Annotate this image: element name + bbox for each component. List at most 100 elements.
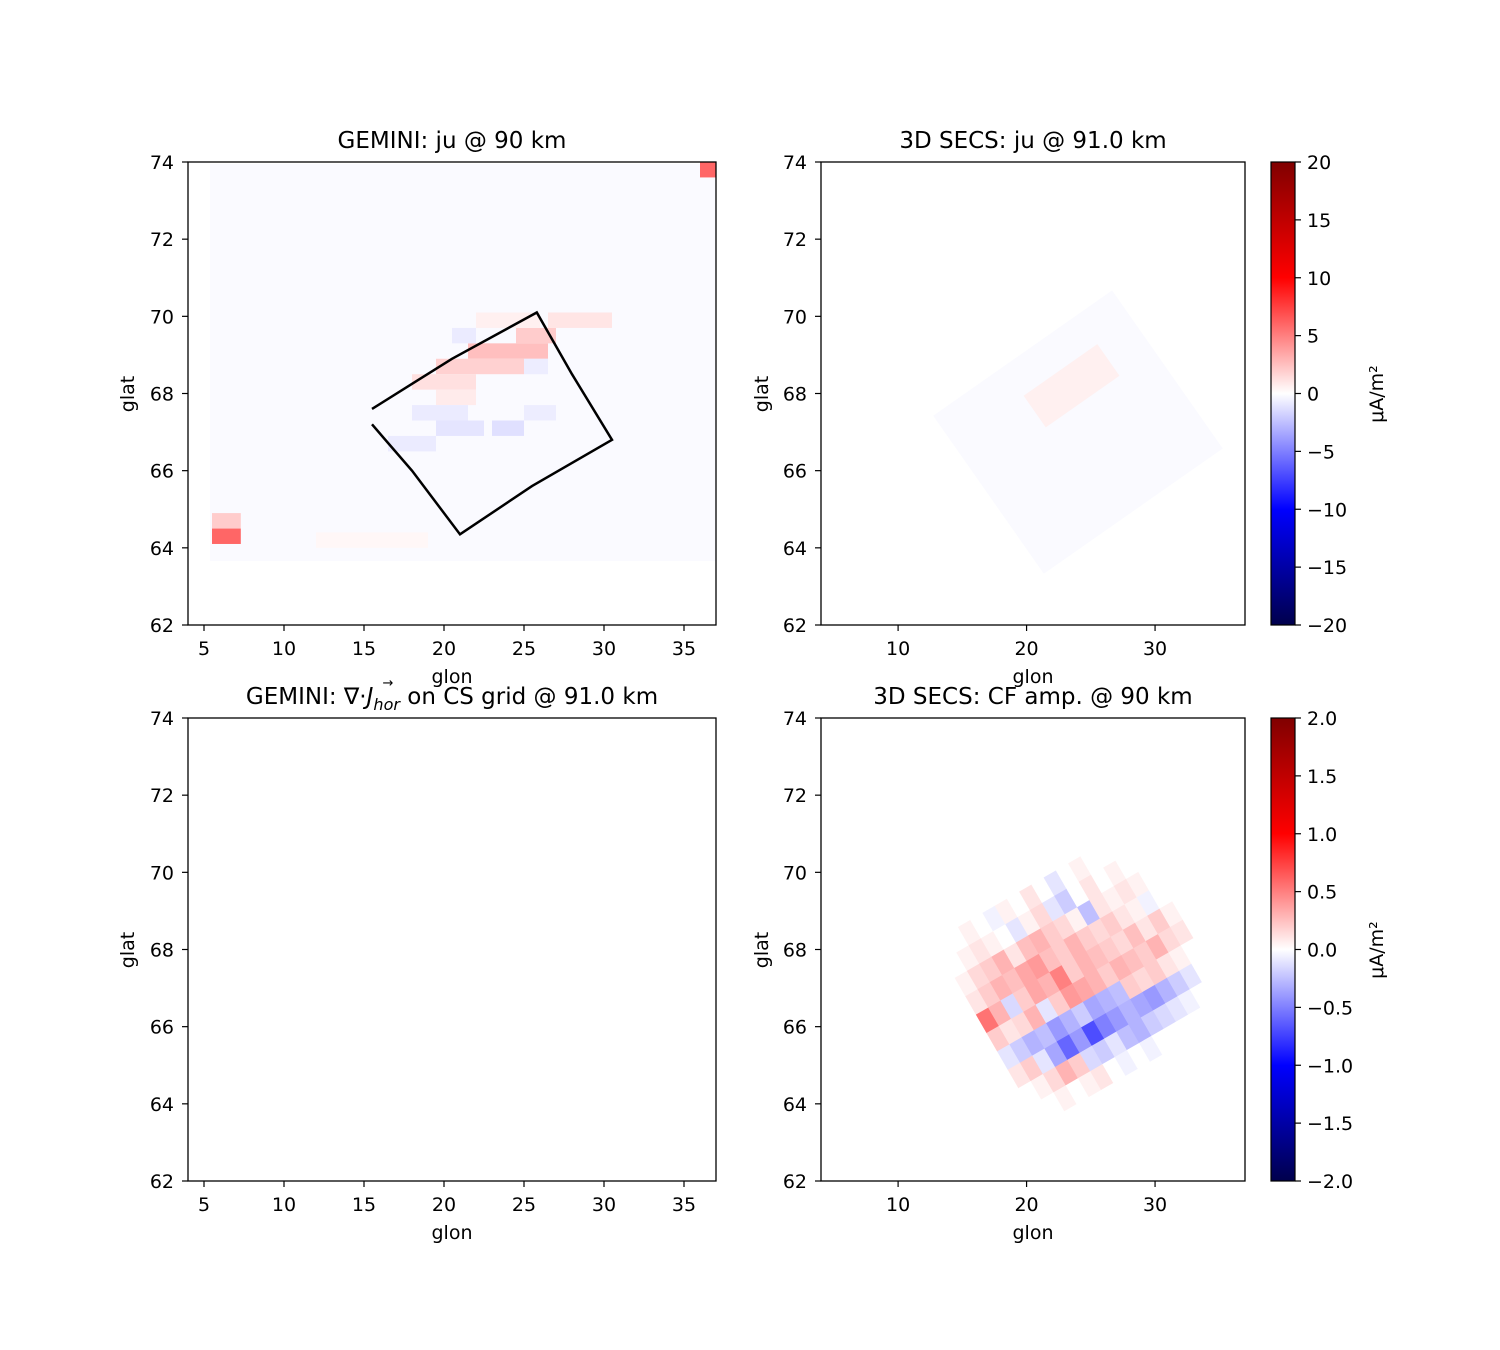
heatmap-cell xyxy=(989,974,1014,1001)
heatmap-cell xyxy=(1041,1092,1065,1119)
heatmap-cell xyxy=(1191,956,1215,983)
y-tick-label: 64 xyxy=(783,1094,807,1116)
heatmap-cells xyxy=(210,162,716,561)
heatmap-cell xyxy=(1031,877,1055,904)
heatmap-cell xyxy=(700,162,716,178)
heatmap-cell xyxy=(436,389,476,406)
heatmap-cell xyxy=(965,988,989,1016)
heatmap-cell xyxy=(1064,906,1089,934)
heatmap-cell xyxy=(1055,1059,1079,1086)
region-outline xyxy=(371,310,614,537)
panel-secs-ju: 3D SECS: ju @ 91.0 km 10 20 30 62 64 66 68 70 7… xyxy=(751,128,1388,688)
colorbar-gradient xyxy=(1270,717,1296,1182)
heatmap-cell xyxy=(970,912,994,939)
heatmap-cell xyxy=(1063,932,1087,959)
colorbar: 2.0 1.5 1.0 0.5 0.0 −0.5 −1.0 −1.5 −2.0 μA/m² xyxy=(1270,708,1388,1193)
x-tick-label: 35 xyxy=(672,1194,696,1216)
heatmap-cell xyxy=(1127,846,1152,873)
heatmap-cell xyxy=(1093,1013,1117,1040)
heatmap-cell xyxy=(524,358,548,375)
colorbar-label: μA/m² xyxy=(1366,365,1388,423)
rotated-grid xyxy=(933,827,1237,1126)
heatmap-cell xyxy=(945,926,970,953)
heatmap-cell xyxy=(1007,1062,1032,1089)
heatmap-cell xyxy=(1054,888,1078,915)
colorbar-tick-label: −1.5 xyxy=(1307,1113,1353,1135)
y-tick-label: 66 xyxy=(150,1017,174,1039)
colorbar-tick-label: 0.5 xyxy=(1307,882,1337,904)
heatmap-cell xyxy=(1200,1000,1224,1027)
heatmap-cell xyxy=(1055,863,1080,890)
heatmap-cell xyxy=(468,343,548,359)
colorbar-tick-label: −20 xyxy=(1307,615,1347,637)
heatmap-cell xyxy=(1044,1041,1068,1068)
heatmap-cell xyxy=(1081,1020,1105,1047)
heatmap-cell xyxy=(1082,994,1107,1021)
x-tick-label: 30 xyxy=(592,1194,616,1216)
y-tick-label: 64 xyxy=(150,538,174,560)
x-axis-label: glon xyxy=(1012,1222,1053,1244)
heatmap-cell xyxy=(1105,1005,1130,1033)
heatmap-cell xyxy=(1096,962,1121,989)
y-tick-label: 74 xyxy=(150,708,174,730)
heatmap-cell xyxy=(1108,955,1133,982)
heatmap-cell xyxy=(1140,1010,1165,1037)
heatmap-cell xyxy=(1038,946,1063,973)
heatmap-cell xyxy=(1095,987,1119,1014)
y-axis-label: glat xyxy=(117,376,139,412)
x-ticks: 10 20 30 xyxy=(886,625,1167,660)
colorbar-ticks: 2.0 1.5 1.0 0.5 0.0 −0.5 −1.0 −1.5 −2.0 xyxy=(1295,708,1353,1193)
y-tick-label: 72 xyxy=(783,229,807,251)
x-ticks: 5 10 15 20 25 30 35 xyxy=(198,625,696,660)
heatmap-cell xyxy=(1136,890,1161,917)
heatmap-cell xyxy=(516,327,556,344)
heatmap-cell xyxy=(1017,909,1042,936)
heatmap-cell xyxy=(1019,1055,1044,1082)
heatmap-cell xyxy=(1079,1045,1104,1072)
heatmap-cell xyxy=(977,981,1002,1009)
heatmap-cell xyxy=(1030,1073,1055,1100)
x-tick-label: 30 xyxy=(1143,1194,1167,1216)
y-tick-label: 74 xyxy=(783,152,807,174)
heatmap-cell xyxy=(966,963,991,990)
y-tick-label: 62 xyxy=(150,615,174,637)
colorbar-tick-label: 5 xyxy=(1307,326,1319,348)
heatmap-cell xyxy=(1059,983,1084,1010)
heatmap-cell xyxy=(452,327,476,344)
heatmap-cell xyxy=(1087,918,1112,945)
y-tick-label: 72 xyxy=(150,229,174,251)
heatmap-cell xyxy=(1119,973,1144,1000)
heatmap-cell xyxy=(1157,926,1182,953)
x-axis-label: glon xyxy=(431,1222,472,1244)
heatmap-cell xyxy=(957,919,982,946)
y-tick-label: 68 xyxy=(783,940,807,962)
heatmap-cell xyxy=(988,1000,1012,1027)
heatmap-cell xyxy=(1046,1015,1070,1042)
colorbar-tick-label: −2.0 xyxy=(1307,1171,1353,1193)
heatmap-cell xyxy=(1070,1001,1095,1028)
colorbar-tick-label: 1.0 xyxy=(1307,824,1337,846)
heatmap-cell xyxy=(1053,1085,1077,1112)
heatmap-cell xyxy=(1032,1048,1056,1075)
heatmap-cell xyxy=(980,931,1005,958)
heatmap-cell xyxy=(1102,1056,1126,1083)
heatmap-cell xyxy=(1115,853,1139,880)
x-tick-label: 30 xyxy=(1143,638,1167,660)
heatmap-cell xyxy=(1090,1063,1114,1091)
x-tick-label: 25 xyxy=(512,1194,536,1216)
heatmap-cell xyxy=(1147,908,1171,935)
x-tick-label: 15 xyxy=(352,638,376,660)
heatmap-cell xyxy=(1098,936,1122,963)
colorbar-tick-label: 0 xyxy=(1307,384,1319,406)
heatmap-cell xyxy=(1023,344,1120,428)
heatmap-cell xyxy=(1029,902,1054,929)
x-tick-label: 20 xyxy=(432,1194,456,1216)
heatmap-cell xyxy=(968,938,993,965)
colorbar-ticks: 20 15 10 5 0 −5 −10 −15 −20 xyxy=(1295,152,1347,637)
x-axis-label: glon xyxy=(431,666,472,688)
heatmap-cell xyxy=(1028,1099,1053,1126)
heatmap-cell xyxy=(1170,919,1194,946)
y-tick-label: 66 xyxy=(150,461,174,483)
heatmap-cell xyxy=(1014,960,1038,987)
heatmap-cell xyxy=(1212,993,1237,1020)
